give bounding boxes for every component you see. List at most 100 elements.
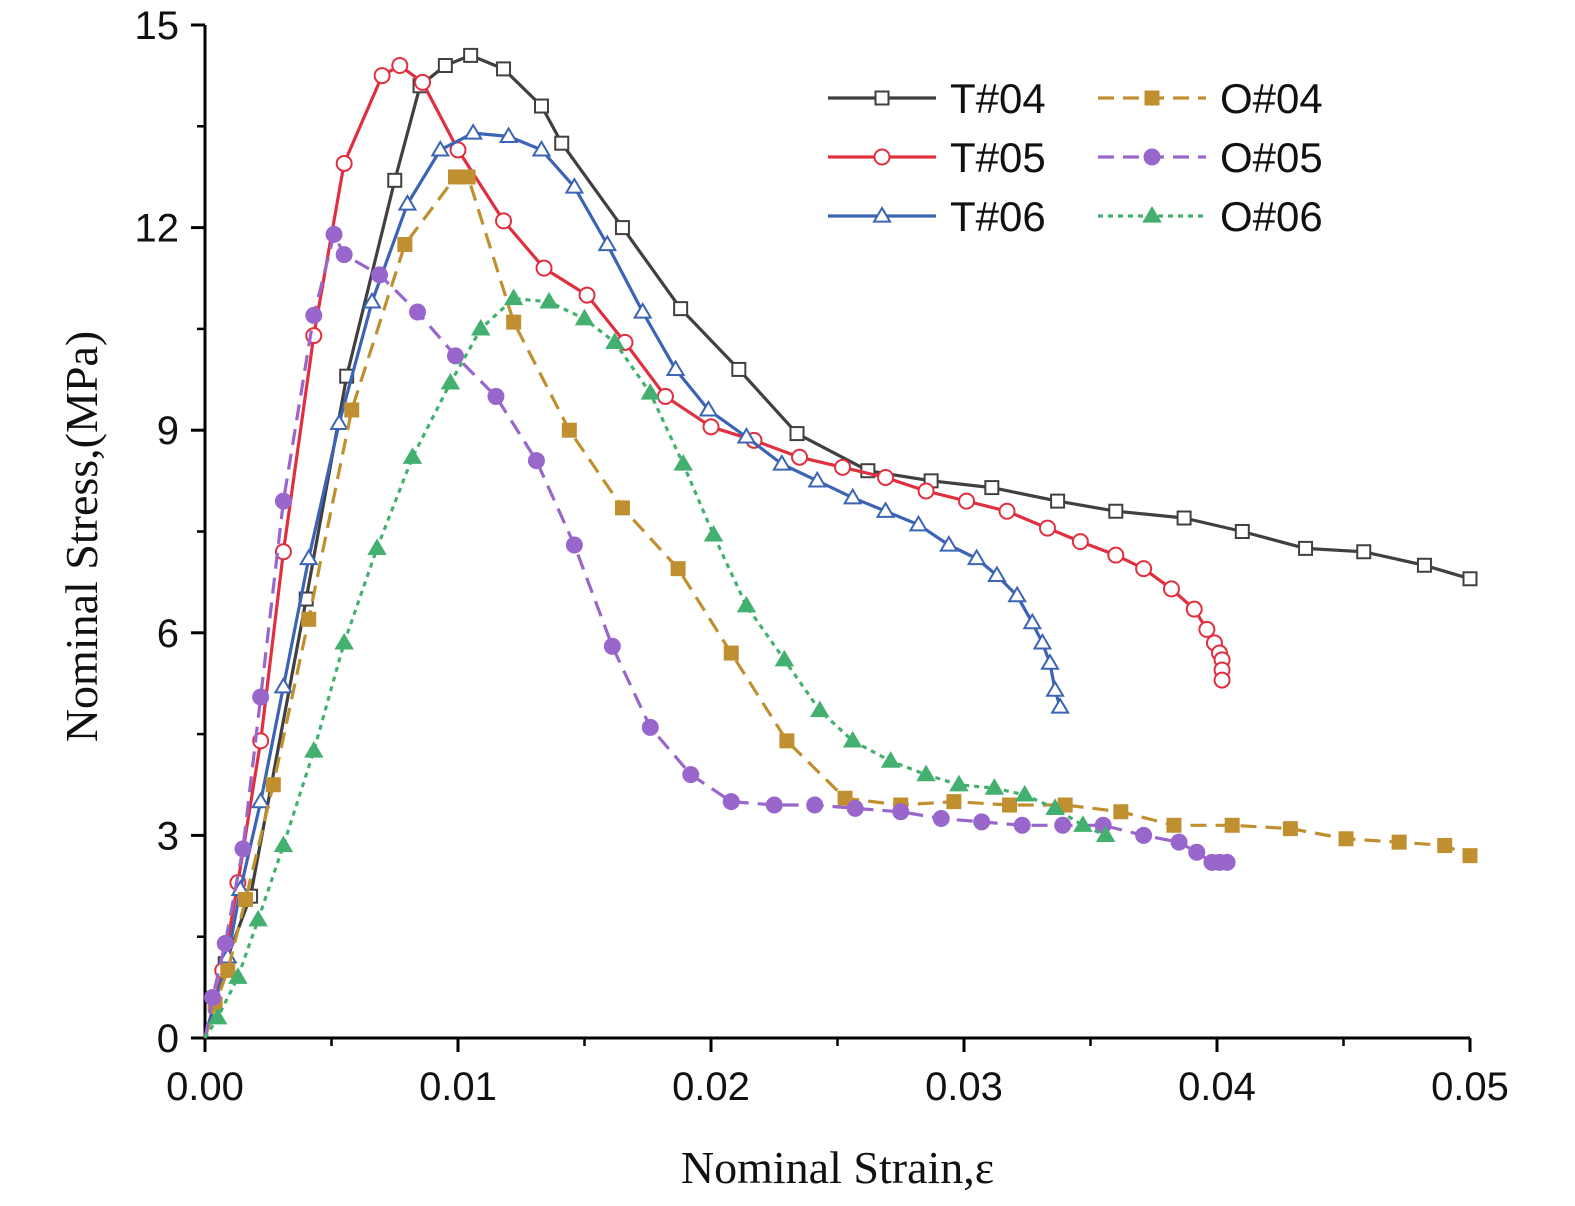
data-point [698,399,719,417]
data-point [496,61,512,77]
data-point [1014,784,1035,802]
data-point [463,123,483,140]
data-point [367,538,387,555]
data-point [409,303,427,321]
data-point [984,480,1000,496]
data-point [1032,632,1053,650]
data-point [772,453,792,471]
data-point [597,234,618,252]
data-point [670,561,686,577]
legend-label: O#06 [1220,193,1323,240]
data-point [248,909,268,927]
data-point [673,301,689,317]
data-point [1185,600,1203,618]
data-point [471,318,491,336]
legend-label: T#04 [950,75,1046,122]
data-point [387,172,403,188]
data-point [1107,546,1125,564]
data-point [204,988,222,1006]
legend-label: O#04 [1220,75,1323,122]
data-point [1050,493,1066,509]
data-point [1218,853,1236,871]
data-point [533,98,549,114]
data-point [932,810,950,828]
data-point [561,422,577,438]
data-point [447,169,463,185]
data-point [1391,834,1407,850]
data-point [603,637,621,655]
data-point [487,387,505,405]
x-tick-label: 0.03 [925,1065,1003,1109]
data-point [640,383,661,400]
series-O05 [203,225,1236,1039]
data-point [1356,544,1372,560]
data-point [877,468,895,486]
legend-item: T#05 [828,134,1046,181]
data-point [565,536,583,554]
data-point [641,718,659,736]
data-point [673,453,693,471]
tick-marks [191,23,1472,1052]
data-point [391,57,409,75]
tick-labels: 0.00 0.01 0.02 0.03 0.04 0.05 0 3 6 9 12 15 [135,4,1509,1109]
data-point [325,225,343,243]
data-point [1198,620,1216,638]
data-point [207,1007,228,1025]
data-point [791,448,809,466]
data-point [1416,557,1432,573]
data-point [1045,680,1065,697]
data-point [430,139,451,157]
data-point [632,302,653,319]
legend-item: O#05 [1098,134,1323,181]
data-point [723,645,739,661]
data-point [440,372,461,390]
data-point [842,730,863,748]
data-point [917,482,935,500]
legend-marker [1143,148,1161,166]
data-point [810,700,830,718]
x-tick-label: 0.05 [1431,1065,1509,1109]
data-point [973,813,991,831]
data-point [682,766,700,784]
data-point [531,139,552,157]
data-point [1437,838,1453,854]
data-point [1462,571,1478,587]
data-point [228,967,248,984]
data-point [614,220,630,236]
data-point [605,332,625,350]
data-point [1073,815,1093,832]
data-point [397,236,413,252]
data-point [298,548,319,566]
data-point [335,246,353,264]
y-axis-title: Nominal Stress,(MPa) [56,331,107,742]
data-point [373,67,391,85]
data-point [765,796,783,814]
data-point [237,892,253,908]
data-point [1298,540,1314,556]
data-point [1338,831,1354,847]
data-point [1135,826,1153,844]
legend-marker [872,206,892,223]
data-point [1045,798,1065,815]
data-point [837,790,853,806]
data-point [506,314,522,330]
data-point [234,840,252,858]
series-T04 [203,47,1478,1039]
data-point [574,308,595,326]
y-tick-label: 15 [135,4,180,48]
data-point [1166,817,1182,833]
series-line [203,131,1062,1039]
data-point [334,632,354,650]
data-point [1224,817,1240,833]
data-point [463,47,479,63]
data-point [702,418,720,436]
data-point [1282,821,1298,837]
legend-item: O#06 [1098,193,1323,240]
series-line [203,232,1228,1039]
data-point [397,193,418,211]
data-point [274,492,292,510]
data-point [414,73,432,91]
data-point [1013,816,1031,834]
data-point [1038,519,1056,537]
